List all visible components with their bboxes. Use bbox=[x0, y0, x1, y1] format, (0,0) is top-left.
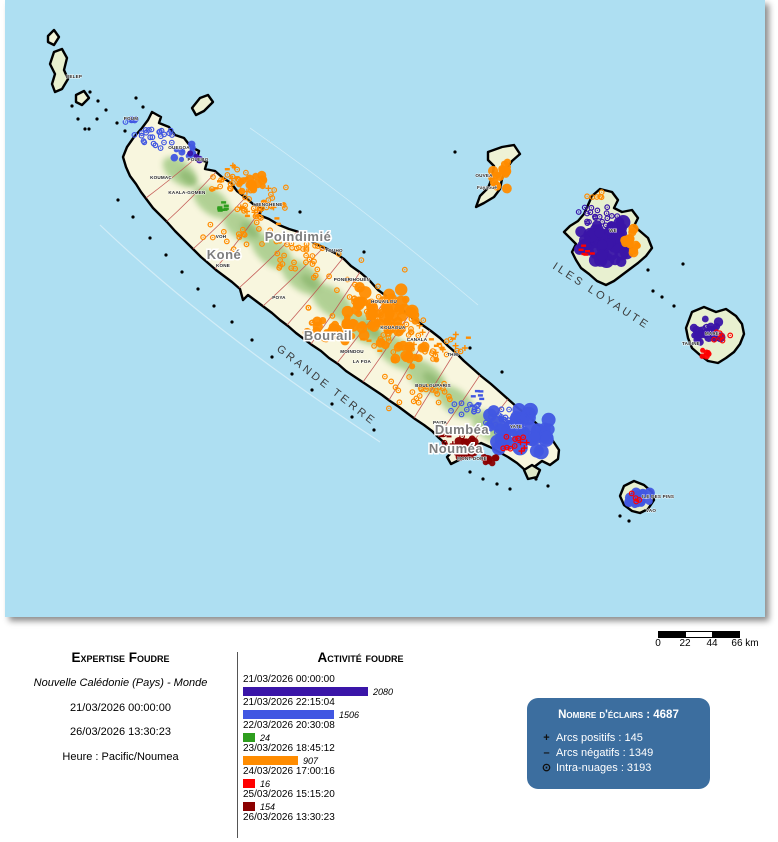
expertise-start-time: 21/03/2026 00:00:00 bbox=[70, 701, 171, 714]
scalebar-tick-22: 22 bbox=[679, 638, 691, 649]
svg-text:TADINE: TADINE bbox=[682, 341, 700, 346]
stats-row: + Arcs positifs : 145 bbox=[527, 731, 710, 746]
stats-box: Nombre d'éclairs : 4687 + Arcs positifs :… bbox=[527, 698, 710, 789]
circle-dot-icon: ⊙ bbox=[541, 762, 552, 774]
svg-text:LA FOA: LA FOA bbox=[353, 359, 372, 364]
activity-panel: Activité foudre 21/03/2026 00:00:00 2080 2… bbox=[243, 650, 478, 824]
svg-text:PONERIHOUEN: PONERIHOUEN bbox=[334, 277, 371, 282]
map-scalebar: 0 22 44 66 km bbox=[650, 629, 770, 651]
scalebar-segments bbox=[658, 631, 740, 638]
legend-divider bbox=[237, 652, 238, 838]
svg-text:POYA: POYA bbox=[272, 295, 286, 300]
svg-text:KOUMAC: KOUMAC bbox=[150, 175, 172, 180]
reef-lines bbox=[99, 127, 479, 443]
lightning-map[interactable]: BELEP POUM OUEGOA POUEBO KOUMAC KAALA-GOMEN HI… bbox=[5, 0, 765, 617]
svg-text:ILE DES PINS: ILE DES PINS bbox=[642, 494, 674, 499]
svg-text:Bourail: Bourail bbox=[304, 328, 352, 343]
activity-period: 24/03/2026 17:00:16 16 bbox=[243, 766, 478, 789]
expertise-end-time: 26/03/2026 13:30:23 bbox=[70, 726, 171, 738]
svg-text:KAALA-GOMEN: KAALA-GOMEN bbox=[168, 190, 206, 195]
stats-rows: + Arcs positifs : 145– Arcs négatifs : 134… bbox=[527, 731, 710, 776]
city-labels: Poindimié Koné Bourail Dumbéa Nouméa bbox=[205, 228, 490, 458]
activity-period-count: 154 bbox=[260, 801, 276, 812]
stats-row-label: Arcs négatifs : 1349 bbox=[556, 747, 654, 759]
svg-text:Dumbéa: Dumbéa bbox=[435, 422, 490, 437]
activity-period-time: 24/03/2026 17:00:16 bbox=[243, 766, 335, 777]
stats-row-label: Intra-nuages : 3193 bbox=[556, 762, 652, 774]
islands bbox=[46, 28, 746, 515]
stats-row: ⊙ Intra-nuages : 3193 bbox=[527, 761, 710, 776]
expertise-title: Expertise Foudre bbox=[71, 650, 170, 665]
svg-text:POUM: POUM bbox=[124, 116, 139, 121]
svg-text:KONE: KONE bbox=[216, 263, 230, 268]
activity-period-time: 21/03/2026 22:15:04 bbox=[243, 697, 335, 708]
svg-text:Nouméa: Nouméa bbox=[429, 441, 484, 456]
activity-period-time: 23/03/2026 18:45:12 bbox=[243, 743, 335, 754]
scalebar-tick-0: 0 bbox=[655, 638, 661, 649]
plus-icon: + bbox=[543, 732, 550, 744]
activity-period-time: 22/03/2026 20:30:08 bbox=[243, 720, 335, 731]
expertise-zone: Nouvelle Calédonie (Pays) - Monde bbox=[33, 677, 208, 689]
activity-period: 23/03/2026 18:45:12 907 bbox=[243, 743, 478, 766]
activity-period: 21/03/2026 22:15:04 1506 bbox=[243, 697, 478, 720]
islets bbox=[70, 90, 685, 523]
commune-labels: BELEP POUM OUEGOA POUEBO KOUMAC KAALA-GOMEN HI… bbox=[65, 74, 719, 514]
svg-text:Poindimié: Poindimié bbox=[265, 229, 332, 244]
activity-rows: 21/03/2026 00:00:00 2080 21/03/2026 22:15:… bbox=[243, 674, 478, 812]
activity-period-count: 1506 bbox=[339, 709, 360, 720]
map-canvas: BELEP POUM OUEGOA POUEBO KOUMAC KAALA-GOMEN HI… bbox=[46, 28, 746, 523]
scalebar-tick-66: 66 km bbox=[731, 638, 759, 649]
activity-period: 21/03/2026 00:00:00 2080 bbox=[243, 674, 478, 697]
activity-period: 25/03/2026 15:15:20 154 bbox=[243, 789, 478, 812]
svg-text:Koné: Koné bbox=[207, 247, 242, 262]
activity-period: 22/03/2026 20:30:08 24 bbox=[243, 720, 478, 743]
activity-period-bar bbox=[243, 802, 255, 811]
commune-boundaries bbox=[145, 157, 509, 453]
stats-row-label: Arcs positifs : 145 bbox=[556, 732, 643, 744]
svg-text:BELEP: BELEP bbox=[66, 74, 82, 79]
svg-text:Fayaoué: Fayaoué bbox=[477, 185, 497, 190]
svg-text:TOUHO: TOUHO bbox=[325, 248, 343, 253]
activity-period-bar bbox=[243, 779, 255, 788]
svg-text:OUEGOA: OUEGOA bbox=[168, 145, 190, 150]
svg-text:MOINDOU: MOINDOU bbox=[340, 349, 364, 354]
svg-text:OUVEA: OUVEA bbox=[475, 173, 493, 178]
activity-title: Activité foudre bbox=[317, 650, 404, 665]
svg-text:HOUAILOU: HOUAILOU bbox=[371, 299, 398, 304]
activity-period-bar bbox=[243, 710, 334, 719]
svg-text:WE: WE bbox=[609, 228, 617, 233]
activity-period-count: 2080 bbox=[373, 686, 394, 697]
svg-text:MARE: MARE bbox=[705, 331, 719, 336]
expertise-timezone: Heure : Pacific/Noumea bbox=[62, 750, 179, 763]
svg-text:MONT-DORE: MONT-DORE bbox=[457, 456, 487, 461]
stats-total: 4687 bbox=[653, 709, 679, 721]
minus-icon: – bbox=[543, 747, 550, 759]
activity-period-bar bbox=[243, 687, 368, 696]
expertise-panel: Expertise Foudre Nouvelle Calédonie (Pay… bbox=[18, 650, 223, 775]
svg-text:VOH: VOH bbox=[216, 234, 227, 239]
activity-period-bar bbox=[243, 733, 255, 742]
stats-title: Nombre d'éclairs : bbox=[558, 709, 651, 721]
stats-row: – Arcs négatifs : 1349 bbox=[527, 746, 710, 761]
svg-text:PAITA: PAITA bbox=[433, 420, 448, 425]
svg-text:KOUAOUA: KOUAOUA bbox=[380, 325, 406, 330]
activity-end-time: 26/03/2026 13:30:23 bbox=[243, 812, 335, 823]
activity-period-time: 21/03/2026 00:00:00 bbox=[243, 674, 335, 685]
activity-period-count: 907 bbox=[303, 755, 319, 766]
svg-text:HIENGHENE: HIENGHENE bbox=[253, 202, 282, 207]
activity-period-bar bbox=[243, 756, 298, 765]
svg-text:YATE: YATE bbox=[510, 424, 522, 429]
activity-period-time: 25/03/2026 15:15:20 bbox=[243, 789, 335, 800]
svg-text:POUEBO: POUEBO bbox=[187, 157, 208, 162]
svg-text:VAO: VAO bbox=[646, 508, 656, 513]
scalebar-tick-44: 44 bbox=[706, 638, 718, 649]
svg-text:CANALA: CANALA bbox=[407, 337, 428, 342]
svg-text:THIO: THIO bbox=[447, 352, 459, 357]
lightning-markers bbox=[122, 116, 734, 509]
activity-period-count: 16 bbox=[260, 778, 271, 789]
svg-text:BOULOUPARIS: BOULOUPARIS bbox=[415, 383, 451, 388]
activity-period-count: 24 bbox=[260, 732, 271, 743]
